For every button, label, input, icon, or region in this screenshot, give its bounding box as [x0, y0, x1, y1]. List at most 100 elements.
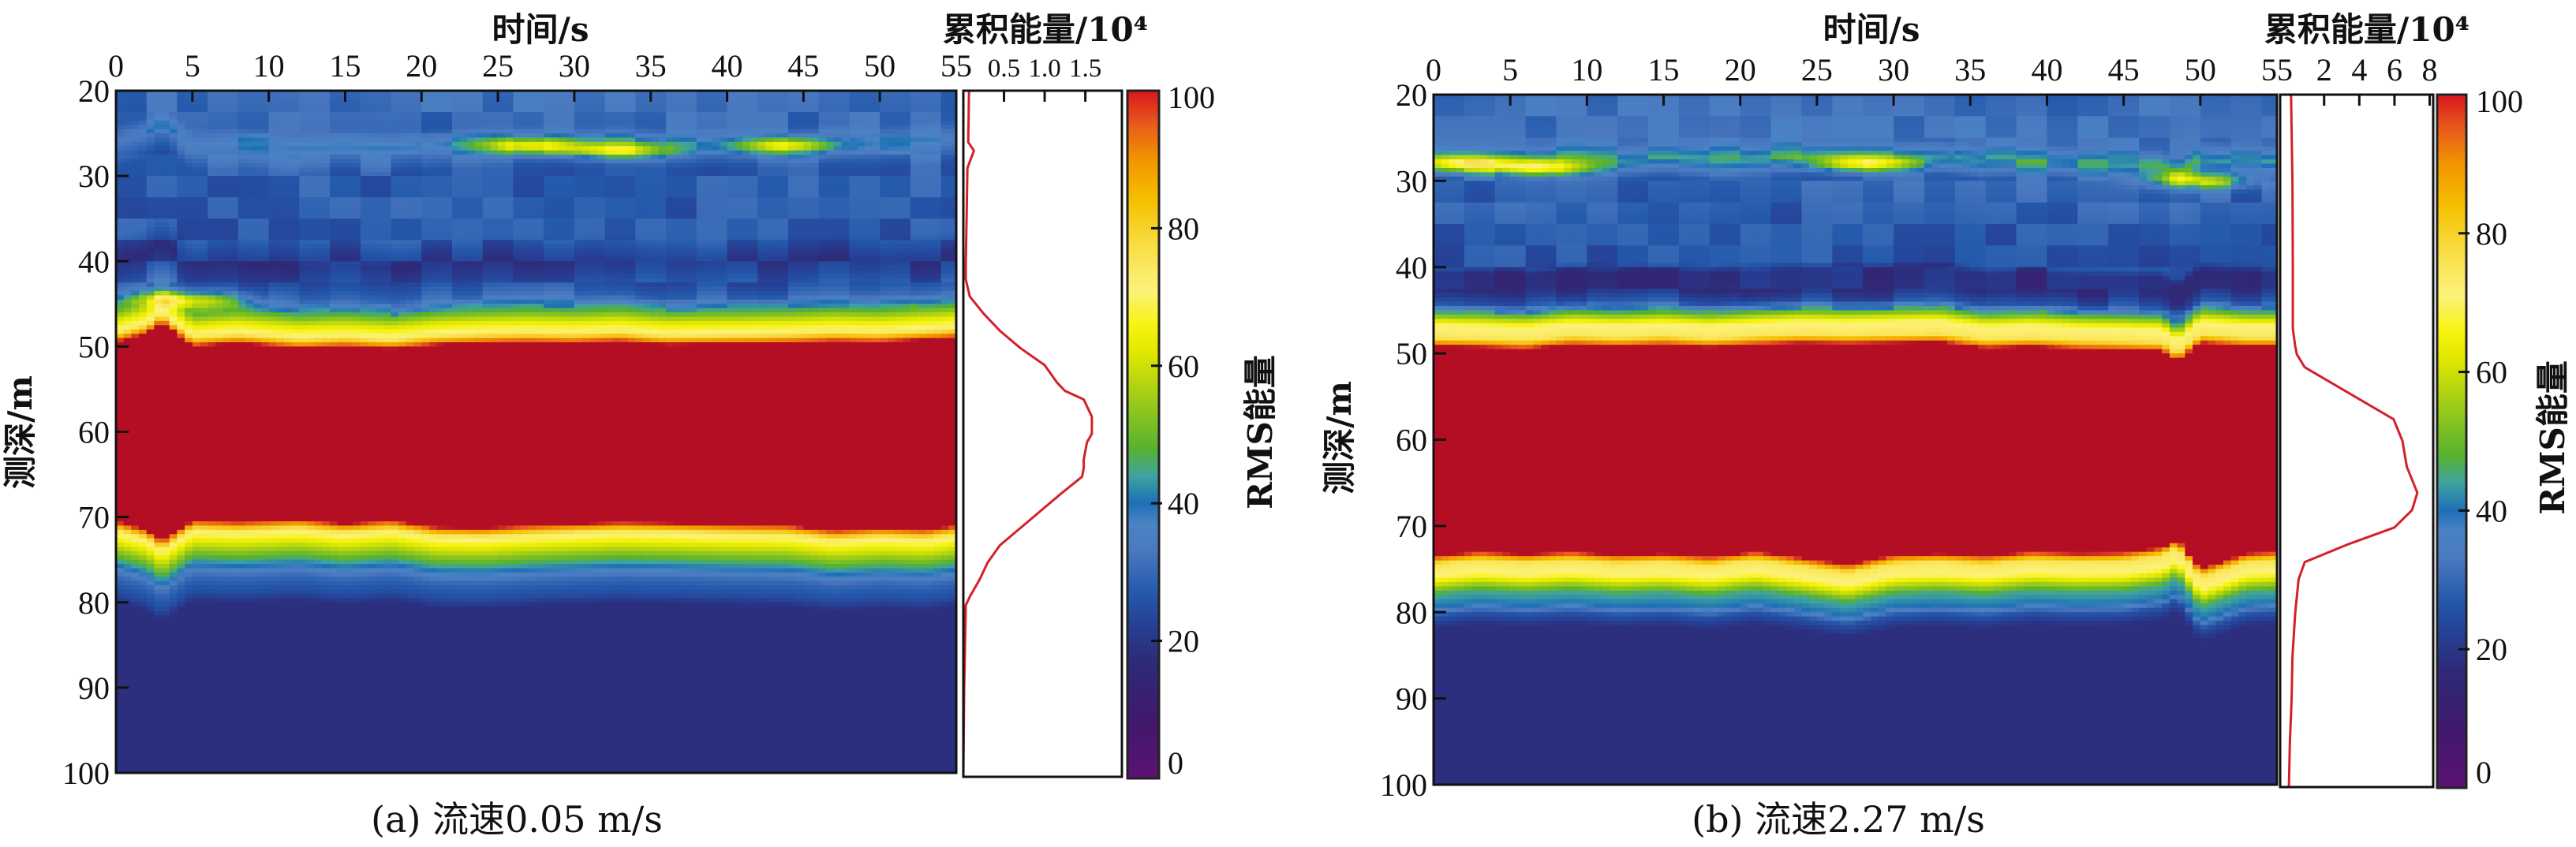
heatmap-cell	[200, 325, 208, 330]
heatmap-cell	[284, 308, 292, 313]
heatmap-cell	[315, 504, 323, 509]
heatmap-cell	[246, 654, 254, 659]
heatmap-cell	[292, 551, 300, 556]
heatmap-cell	[193, 427, 200, 432]
heatmap-cell	[322, 619, 330, 624]
heatmap-cell	[139, 734, 147, 739]
heatmap-cell	[139, 266, 147, 271]
heatmap-cell	[330, 491, 338, 496]
heatmap-cell	[185, 121, 193, 125]
heatmap-cell	[269, 296, 277, 300]
heatmap-cell	[269, 547, 277, 551]
heatmap-cell	[345, 116, 353, 121]
heatmap-cell	[162, 355, 170, 360]
heatmap-cell	[315, 406, 323, 411]
heatmap-cell	[162, 176, 170, 181]
heatmap-cell	[276, 223, 284, 228]
heatmap-cell	[223, 504, 231, 509]
heatmap-cell	[162, 185, 170, 189]
heatmap-cell	[261, 636, 269, 641]
heatmap-cell	[338, 308, 346, 313]
heatmap-cell	[131, 291, 139, 296]
heatmap-cell	[246, 346, 254, 351]
heatmap-cell	[284, 466, 292, 471]
heatmap-cell	[116, 743, 124, 748]
heatmap-cell	[147, 730, 155, 735]
heatmap-cell	[124, 748, 132, 752]
heatmap-cell	[299, 530, 307, 535]
heatmap-cell	[322, 389, 330, 394]
heatmap-cell	[162, 581, 170, 586]
heatmap-cell	[193, 649, 200, 654]
heatmap-cell	[276, 543, 284, 547]
heatmap-cell	[139, 730, 147, 735]
heatmap-cell	[299, 466, 307, 471]
heatmap-cell	[299, 573, 307, 577]
heatmap-cell	[330, 372, 338, 377]
heatmap-cell	[223, 436, 231, 441]
heatmap-cell	[154, 274, 162, 278]
heatmap-cell	[131, 215, 139, 219]
heatmap-cell	[345, 713, 353, 718]
heatmap-cell	[253, 372, 261, 377]
heatmap-cell	[131, 312, 139, 317]
heatmap-cell	[193, 461, 200, 466]
heatmap-cell	[246, 645, 254, 650]
heatmap-cell	[299, 560, 307, 565]
heatmap-cell	[116, 244, 124, 249]
heatmap-cell	[238, 543, 246, 547]
heatmap-cell	[330, 560, 338, 565]
heatmap-cell	[253, 764, 261, 769]
heatmap-cell	[147, 470, 155, 475]
heatmap-cell	[315, 155, 323, 159]
heatmap-cell	[307, 670, 315, 675]
heatmap-cell	[253, 151, 261, 155]
heatmap-cell	[330, 282, 338, 287]
heatmap-cell	[322, 355, 330, 360]
heatmap-cell	[307, 525, 315, 530]
heatmap-cell	[139, 504, 147, 509]
heatmap-cell	[330, 325, 338, 330]
heatmap-cell	[154, 560, 162, 565]
heatmap-cell	[253, 278, 261, 283]
heatmap-cell	[338, 436, 346, 441]
heatmap-cell	[131, 611, 139, 616]
heatmap-cell	[284, 603, 292, 607]
heatmap-cell	[177, 666, 185, 671]
heatmap-cell	[162, 193, 170, 198]
heatmap-cell	[345, 461, 353, 466]
heatmap-cell	[307, 103, 315, 108]
heatmap-cell	[208, 679, 215, 684]
heatmap-cell	[177, 619, 185, 624]
heatmap-cell	[200, 270, 208, 274]
heatmap-cell	[315, 564, 323, 569]
heatmap-cell	[238, 330, 246, 334]
heatmap-cell	[131, 555, 139, 560]
heatmap-cell	[322, 372, 330, 377]
heatmap-cell	[215, 146, 223, 151]
heatmap-cell	[200, 282, 208, 287]
heatmap-cell	[177, 159, 185, 164]
heatmap-cell	[124, 206, 132, 211]
heatmap-cell	[315, 116, 323, 121]
heatmap-cell	[139, 188, 147, 193]
heatmap-cell	[162, 521, 170, 526]
heatmap-cell	[238, 645, 246, 650]
heatmap-cell	[261, 543, 269, 547]
heatmap-cell	[345, 666, 353, 671]
heatmap-cell	[200, 611, 208, 616]
heatmap-cell	[246, 496, 254, 501]
heatmap-cell	[253, 748, 261, 752]
heatmap-cell	[269, 338, 277, 343]
heatmap-cell	[162, 427, 170, 432]
heatmap-cell	[170, 325, 178, 330]
heatmap-cell	[230, 483, 238, 487]
heatmap-cell	[276, 730, 284, 735]
heatmap-cell	[253, 108, 261, 113]
heatmap-cell	[139, 748, 147, 752]
heatmap-cell	[246, 231, 254, 236]
heatmap-cell	[261, 394, 269, 398]
heatmap-cell	[246, 722, 254, 726]
heatmap-cell	[154, 424, 162, 428]
heatmap-cell	[147, 181, 155, 185]
